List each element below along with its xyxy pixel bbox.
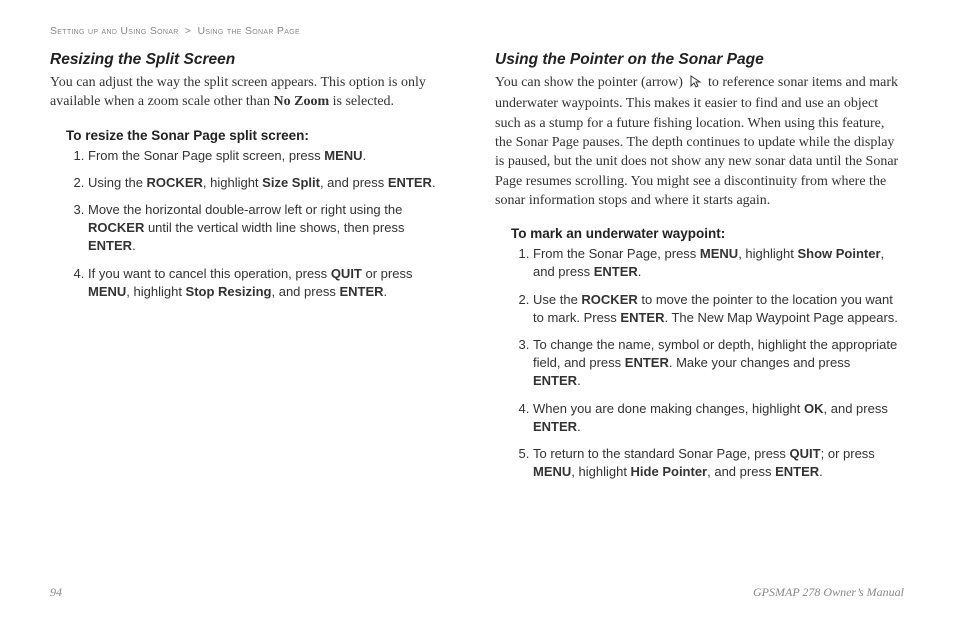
- howto-heading-resize: To resize the Sonar Page split screen:: [66, 128, 459, 143]
- step-item: To return to the standard Sonar Page, pr…: [533, 445, 904, 481]
- steps-waypoint: From the Sonar Page, press MENU, highlig…: [533, 245, 904, 481]
- step-key: MENU: [700, 246, 738, 261]
- manual-title: GPSMAP 278 Owner’s Manual: [753, 585, 904, 600]
- right-column: Using the Pointer on the Sonar Page You …: [495, 51, 904, 490]
- step-key: OK: [804, 401, 824, 416]
- step-key: ROCKER: [88, 220, 144, 235]
- step-item: If you want to cancel this operation, pr…: [88, 265, 459, 301]
- step-key: MENU: [533, 464, 571, 479]
- breadcrumb: Setting up and Using Sonar > Using the S…: [50, 25, 904, 37]
- step-key: MENU: [324, 148, 362, 163]
- step-item: When you are done making changes, highli…: [533, 400, 904, 436]
- step-item: Move the horizontal double-arrow left or…: [88, 201, 459, 256]
- intro-pointer-before: You can show the pointer (arrow): [495, 75, 686, 90]
- step-key: ENTER: [339, 284, 383, 299]
- intro-resizing: You can adjust the way the split screen …: [50, 73, 459, 112]
- step-item: To change the name, symbol or depth, hig…: [533, 336, 904, 391]
- howto-heading-waypoint: To mark an underwater waypoint:: [511, 226, 904, 241]
- step-item: From the Sonar Page, press MENU, highlig…: [533, 245, 904, 281]
- step-key: QUIT: [790, 446, 821, 461]
- step-key: Size Split: [262, 175, 320, 190]
- breadcrumb-sep: >: [185, 25, 191, 37]
- step-key: ROCKER: [147, 175, 203, 190]
- step-key: ENTER: [594, 264, 638, 279]
- step-key: Show Pointer: [797, 246, 880, 261]
- step-key: Stop Resizing: [186, 284, 272, 299]
- intro-text-after: is selected.: [329, 94, 394, 109]
- intro-pointer-after: to reference sonar items and mark underw…: [495, 75, 898, 208]
- step-key: MENU: [88, 284, 126, 299]
- step-key: ENTER: [388, 175, 432, 190]
- page-number: 94: [50, 585, 62, 600]
- step-item: Use the ROCKER to move the pointer to th…: [533, 291, 904, 327]
- page-footer: 94 GPSMAP 278 Owner’s Manual: [50, 585, 904, 600]
- step-item: From the Sonar Page split screen, press …: [88, 147, 459, 165]
- step-key: ENTER: [533, 419, 577, 434]
- step-key: ENTER: [620, 310, 664, 325]
- steps-resize: From the Sonar Page split screen, press …: [88, 147, 459, 301]
- step-key: ENTER: [533, 373, 577, 388]
- breadcrumb-part2: Using the Sonar Page: [197, 25, 299, 37]
- section-title-pointer: Using the Pointer on the Sonar Page: [495, 51, 904, 69]
- left-column: Resizing the Split Screen You can adjust…: [50, 51, 459, 490]
- intro-pointer: You can show the pointer (arrow) to refe…: [495, 73, 904, 210]
- step-item: Using the ROCKER, highlight Size Split, …: [88, 174, 459, 192]
- step-key: ENTER: [625, 355, 669, 370]
- step-key: Hide Pointer: [631, 464, 708, 479]
- intro-bold-nozoom: No Zoom: [274, 94, 330, 109]
- section-title-resizing: Resizing the Split Screen: [50, 51, 459, 69]
- content-columns: Resizing the Split Screen You can adjust…: [50, 51, 904, 490]
- step-key: QUIT: [331, 266, 362, 281]
- pointer-arrow-icon: [688, 74, 702, 94]
- step-key: ROCKER: [581, 292, 637, 307]
- step-key: ENTER: [775, 464, 819, 479]
- breadcrumb-part1: Setting up and Using Sonar: [50, 25, 179, 37]
- step-key: ENTER: [88, 238, 132, 253]
